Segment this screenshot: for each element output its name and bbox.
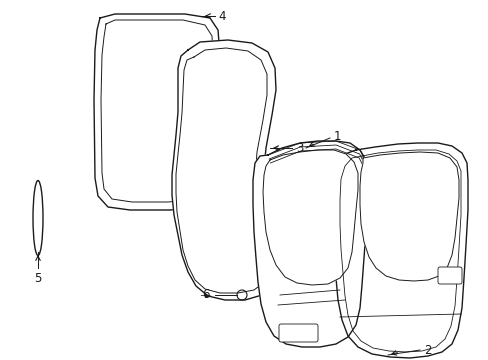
Text: 3: 3 xyxy=(295,141,303,154)
Polygon shape xyxy=(252,141,367,347)
FancyBboxPatch shape xyxy=(437,267,461,284)
Text: 2: 2 xyxy=(423,343,430,356)
Polygon shape xyxy=(332,143,467,358)
Polygon shape xyxy=(94,14,220,210)
Polygon shape xyxy=(263,150,357,285)
Polygon shape xyxy=(172,40,280,300)
FancyBboxPatch shape xyxy=(279,324,317,342)
Text: 1: 1 xyxy=(333,130,341,143)
Text: 5: 5 xyxy=(34,271,41,284)
Text: 4: 4 xyxy=(218,9,225,22)
Polygon shape xyxy=(359,152,458,281)
Text: 6: 6 xyxy=(202,288,209,302)
Text: ─►: ─► xyxy=(200,291,212,300)
Ellipse shape xyxy=(33,180,43,256)
